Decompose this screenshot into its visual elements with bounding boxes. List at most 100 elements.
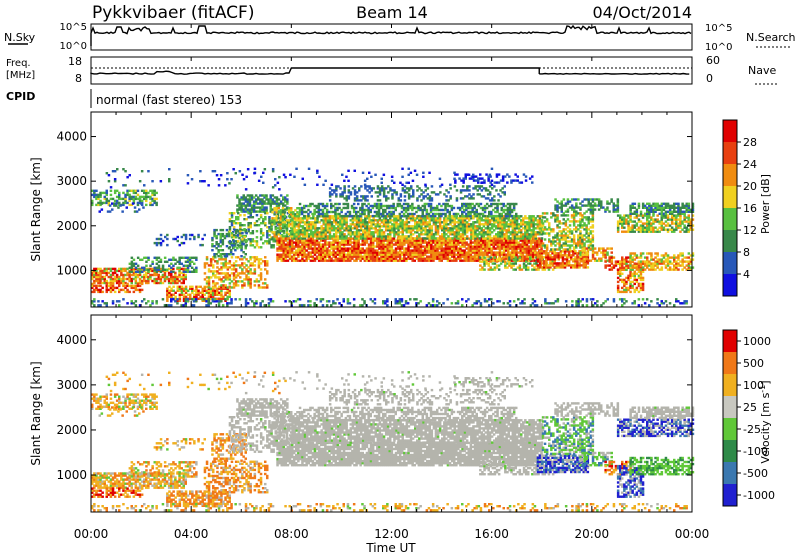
power-cell bbox=[115, 286, 119, 290]
power-cell bbox=[250, 204, 254, 207]
power-cell bbox=[301, 259, 304, 262]
power-cell bbox=[209, 287, 213, 290]
power-cell bbox=[259, 214, 263, 217]
power-cell bbox=[213, 230, 216, 234]
power-cell bbox=[266, 212, 269, 215]
power-cell bbox=[228, 295, 231, 298]
power-cell bbox=[207, 268, 211, 271]
power-cell bbox=[241, 232, 244, 235]
power-cell bbox=[286, 241, 290, 244]
power-cell bbox=[184, 256, 188, 259]
power-cell bbox=[253, 256, 257, 259]
power-cell bbox=[281, 215, 285, 218]
power-cell bbox=[263, 194, 266, 197]
power-cell bbox=[118, 275, 121, 279]
power-cell bbox=[284, 208, 287, 211]
power-cell bbox=[166, 295, 169, 298]
power-cell bbox=[228, 240, 232, 243]
power-cell bbox=[332, 243, 335, 246]
power-cell bbox=[257, 196, 260, 199]
power-cell bbox=[118, 282, 121, 286]
power-cell bbox=[234, 268, 238, 271]
power-cell bbox=[149, 197, 152, 201]
power-cell bbox=[276, 247, 279, 250]
power-cell bbox=[286, 208, 289, 211]
power-cell bbox=[105, 191, 108, 195]
power-cell bbox=[134, 288, 138, 292]
power-cell bbox=[223, 253, 227, 256]
power-cell bbox=[128, 279, 131, 283]
power-cell bbox=[324, 249, 327, 252]
power-cell bbox=[184, 275, 187, 279]
power-cell bbox=[324, 243, 327, 246]
power-cell bbox=[305, 241, 308, 244]
power-cell bbox=[191, 285, 194, 288]
power-cell bbox=[145, 281, 148, 285]
power-cell bbox=[249, 226, 252, 229]
power-cell bbox=[281, 213, 285, 216]
power-cell bbox=[305, 257, 308, 260]
power-cell bbox=[222, 276, 225, 279]
power-cell bbox=[334, 239, 337, 242]
power-cell bbox=[263, 196, 266, 199]
power-cell bbox=[211, 243, 214, 246]
power-cell bbox=[176, 299, 179, 302]
power-cell bbox=[271, 221, 274, 224]
power-cell bbox=[126, 290, 129, 294]
power-cell bbox=[170, 293, 173, 296]
power-cell bbox=[213, 255, 216, 258]
power-cell bbox=[275, 196, 279, 199]
power-cell bbox=[301, 241, 304, 244]
power-cell bbox=[268, 216, 271, 219]
power-cell bbox=[238, 208, 241, 211]
power-cell bbox=[93, 189, 96, 192]
power-cell bbox=[227, 234, 231, 238]
power-cell bbox=[257, 280, 261, 283]
power-cell bbox=[172, 270, 175, 273]
power-cell bbox=[111, 288, 115, 292]
power-cell bbox=[253, 258, 257, 261]
power-cell bbox=[268, 228, 271, 231]
power-cell bbox=[244, 196, 248, 199]
power-cell bbox=[259, 258, 263, 261]
power-cell bbox=[239, 222, 242, 225]
power-cell bbox=[294, 231, 297, 234]
power-cell bbox=[534, 235, 537, 238]
power-cell bbox=[280, 245, 283, 248]
power-cell bbox=[172, 267, 175, 271]
power-cell bbox=[472, 197, 475, 200]
freq-panel bbox=[90, 56, 693, 85]
power-cell bbox=[170, 270, 173, 273]
power-cell bbox=[324, 253, 327, 256]
power-cell bbox=[153, 189, 156, 192]
power-cell bbox=[214, 260, 217, 263]
power-cell bbox=[138, 273, 142, 277]
power-cell bbox=[217, 243, 220, 246]
power-cell bbox=[447, 191, 450, 194]
power-cell bbox=[250, 196, 254, 199]
power-cell bbox=[201, 287, 204, 290]
power-cell bbox=[105, 290, 108, 294]
power-cell bbox=[105, 267, 108, 271]
power-cell bbox=[305, 255, 308, 258]
power-cell bbox=[124, 273, 127, 277]
power-cell bbox=[250, 206, 254, 209]
power-cell bbox=[113, 290, 117, 294]
power-cell bbox=[303, 214, 306, 218]
power-cell bbox=[269, 194, 272, 197]
power-cell bbox=[320, 249, 323, 252]
power-cell bbox=[311, 249, 315, 252]
power-cell bbox=[157, 237, 161, 241]
power-cell bbox=[176, 279, 179, 283]
power-cell bbox=[209, 258, 213, 261]
power-cell bbox=[317, 214, 321, 218]
power-cell bbox=[97, 284, 100, 288]
power-cell bbox=[113, 275, 117, 279]
power-cell bbox=[234, 260, 238, 263]
power-cell bbox=[157, 260, 161, 263]
power-cell bbox=[91, 193, 94, 197]
power-cell bbox=[134, 275, 138, 279]
power-cell bbox=[170, 281, 173, 285]
power-cell bbox=[155, 281, 158, 285]
power-cell bbox=[336, 247, 340, 250]
